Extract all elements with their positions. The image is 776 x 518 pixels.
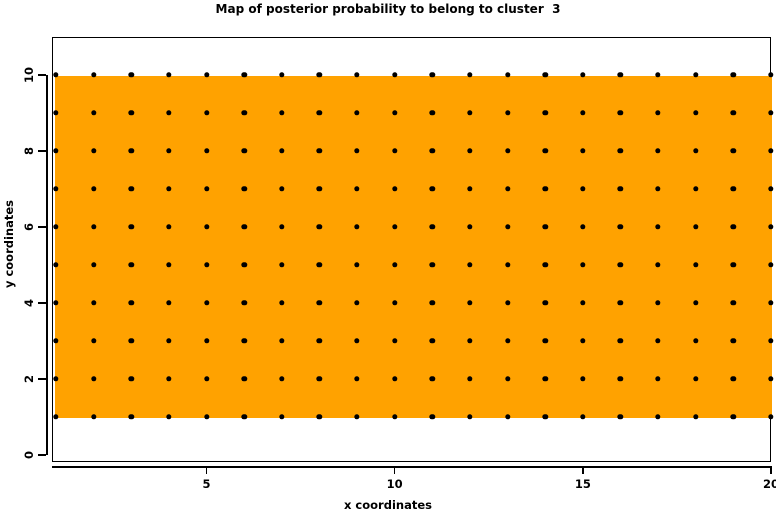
y-tick-mark [38,226,46,228]
posterior-probability-region [54,76,772,418]
x-tick-mark [393,466,396,474]
y-tick-label: 2 [22,374,36,384]
y-tick-label: 4 [22,298,36,308]
x-axis-line [52,466,771,468]
y-tick-label: 6 [22,222,36,232]
x-tick-mark [770,466,772,474]
y-tick-mark [38,378,46,380]
y-axis-title: y coordinates [2,199,16,289]
y-tick-label: 8 [22,146,36,156]
x-tick-label: 20 [762,477,776,491]
y-tick-mark [38,454,46,456]
x-tick-label: 10 [386,477,403,491]
plot-frame [52,37,772,462]
y-tick-mark [38,74,46,76]
y-tick-label: 10 [22,66,36,84]
chart-title: Map of posterior probability to belong t… [215,2,561,16]
y-tick-mark [38,302,46,304]
y-tick-mark [38,150,46,152]
y-axis-line [46,75,48,455]
x-tick-label: 5 [202,477,211,491]
y-tick-label: 0 [22,450,36,460]
x-axis-title: x coordinates [344,498,432,512]
x-tick-label: 15 [574,477,591,491]
x-tick-mark [582,466,584,474]
x-tick-mark [205,466,208,474]
